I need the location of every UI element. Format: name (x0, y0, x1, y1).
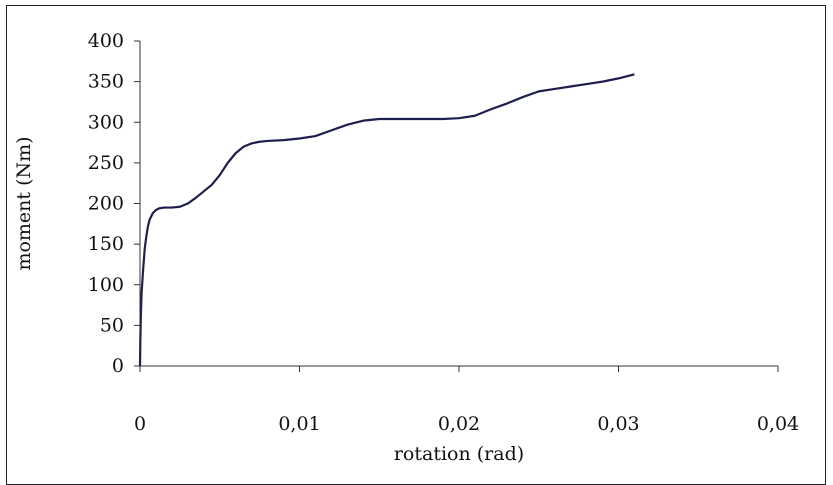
x-axis-label: rotation (rad) (394, 443, 524, 465)
chart-frame (6, 5, 826, 485)
y-tick-label: 300 (88, 111, 124, 133)
series-line (138, 73, 635, 367)
y-tick-label: 50 (100, 314, 124, 336)
y-tick-label: 100 (88, 274, 124, 296)
y-tick-label: 150 (88, 233, 124, 255)
y-axis-label: moment (Nm) (13, 136, 35, 270)
x-tick-label: 0,04 (757, 413, 799, 435)
y-tick-label: 400 (88, 30, 124, 52)
x-tick-label: 0,01 (278, 413, 320, 435)
y-tick-label: 350 (88, 71, 124, 93)
y-tick-label: 0 (112, 355, 124, 377)
y-tick-label: 250 (88, 152, 124, 174)
y-tick-label: 200 (88, 193, 124, 215)
y-ticks: 0 50 100 150 200 250 300 350 400 (88, 30, 140, 377)
x-tick-label: 0 (134, 413, 146, 435)
x-tick-label: 0,03 (597, 413, 639, 435)
x-ticks: 0 0,01 0,02 0,03 0,04 (134, 366, 799, 435)
axes (139, 41, 778, 367)
x-tick-label: 0,02 (438, 413, 480, 435)
